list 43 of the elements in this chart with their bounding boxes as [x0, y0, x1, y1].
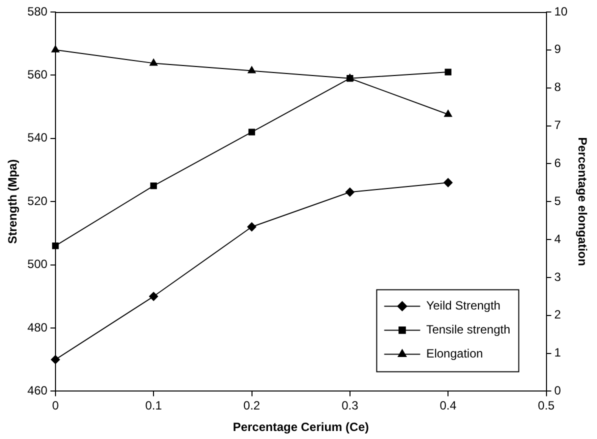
- y2-tick-label: 2: [554, 308, 562, 322]
- x-axis-title: Percentage Cerium (Ce): [232, 420, 369, 434]
- x-tick-label: 0.2: [243, 398, 260, 413]
- point: [248, 128, 256, 136]
- legend-label: Elongation: [426, 346, 483, 361]
- y2-tick-label: 1: [554, 346, 562, 360]
- point: [149, 292, 158, 301]
- y-tick-label: 580: [27, 4, 48, 18]
- y2-tick-label: 10: [554, 4, 568, 18]
- y2-axis-title: Percentage elongation: [575, 137, 590, 266]
- y-tick-label: 460: [27, 384, 48, 398]
- x-tick-label: 0.1: [145, 398, 162, 413]
- point: [150, 58, 158, 66]
- legend-label: Yeild Strength: [426, 298, 500, 313]
- x-tick-label: 0: [52, 398, 60, 413]
- point: [52, 242, 59, 250]
- point: [444, 110, 452, 117]
- x-tick-label: 0.4: [440, 398, 457, 413]
- y-tick-label: 520: [27, 194, 48, 208]
- point: [150, 182, 157, 190]
- y2-tick-label: 0: [554, 384, 562, 398]
- point: [247, 222, 256, 232]
- point: [51, 45, 60, 52]
- y-tick-label: 560: [27, 68, 48, 82]
- y-tick-label: 500: [27, 257, 48, 272]
- y2-tick-label: 5: [554, 194, 562, 208]
- x-tick-label: 0.3: [342, 398, 359, 413]
- y-tick-label: 480: [27, 320, 48, 334]
- y2-tick-label: 7: [554, 118, 562, 132]
- y-tick-label: 540: [27, 130, 48, 145]
- y-axis-title: Strength (Mpa): [6, 159, 20, 244]
- legend-label: Tensile strength: [426, 322, 510, 337]
- point: [444, 68, 452, 76]
- y2-tick-label: 4: [554, 232, 562, 246]
- point: [248, 66, 256, 74]
- y2-tick-label: 6: [554, 156, 562, 170]
- y2-tick-label: 3: [554, 270, 562, 284]
- point: [50, 355, 60, 364]
- y2-tick-label: 8: [554, 80, 562, 94]
- point: [345, 188, 354, 197]
- point: [444, 178, 453, 188]
- x-tick-label: 0.5: [538, 398, 555, 413]
- y2-tick-label: 9: [554, 42, 562, 56]
